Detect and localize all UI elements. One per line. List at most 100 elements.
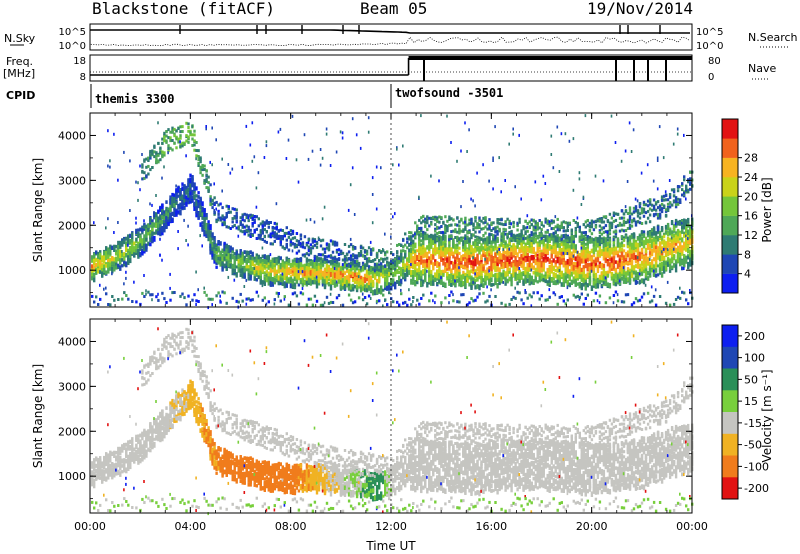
power-cell (365, 252, 369, 256)
power-cell (239, 249, 242, 255)
power-cell (494, 244, 497, 249)
power-cell (438, 245, 441, 250)
power-cell (388, 265, 391, 269)
power-cell (436, 235, 439, 239)
power-cell (163, 225, 166, 230)
power-cell (307, 263, 311, 267)
power-cell (343, 278, 347, 284)
power-cell (355, 288, 359, 293)
power-cell (213, 248, 216, 254)
power-cell (259, 236, 262, 239)
power-cell (331, 242, 335, 246)
power-cell (135, 251, 138, 255)
power-cell (233, 207, 236, 211)
power-cell (147, 164, 150, 168)
power-cell (247, 216, 250, 220)
power-cell (223, 251, 226, 255)
power-cell (211, 253, 214, 257)
power-cell (452, 218, 455, 222)
power-cell (217, 259, 220, 265)
power-cell (209, 160, 211, 164)
power-cell (213, 255, 216, 261)
power-cell (199, 211, 202, 217)
nave-tick-bot: 0 (708, 72, 714, 83)
power-cell (464, 121, 466, 125)
power-cell (307, 253, 311, 257)
power-cell (151, 166, 154, 169)
power-cell (229, 227, 232, 230)
power-cell (454, 279, 456, 283)
power-cell (241, 165, 244, 169)
power-cell (293, 245, 297, 249)
power-cell (129, 246, 132, 252)
power-cell (205, 230, 208, 234)
power-cell (410, 231, 413, 235)
power-cell (127, 234, 130, 241)
power-cell (227, 249, 230, 254)
power-cell (333, 242, 337, 246)
power-cell (369, 240, 372, 244)
power-cell (253, 256, 256, 262)
power-cell (438, 269, 441, 274)
power-cell (161, 212, 163, 216)
power-cell (221, 290, 224, 294)
power-cell (309, 248, 313, 252)
power-cell (331, 259, 335, 265)
power-cell (371, 267, 375, 271)
power-cell (341, 269, 345, 275)
power-cell (211, 251, 214, 256)
power-cell (159, 227, 162, 233)
power-cell (155, 157, 158, 161)
power-cell (275, 275, 278, 279)
power-cell (422, 233, 425, 237)
power-cell (279, 236, 282, 240)
power-cell (175, 135, 178, 139)
power-cell (323, 258, 327, 264)
power-cell (432, 215, 435, 219)
power-cell (299, 279, 303, 285)
power-cell (444, 234, 447, 238)
power-cell (373, 263, 377, 266)
power-cell (452, 299, 455, 303)
power-cell (375, 299, 379, 303)
power-cell (135, 237, 138, 242)
power-cell (365, 282, 369, 287)
power-cell (277, 229, 280, 233)
power-cell (400, 244, 403, 247)
power-cell (115, 252, 118, 256)
power-cell (424, 252, 427, 258)
power-cell (564, 132, 567, 136)
power-cell (301, 241, 305, 245)
power-cell (406, 258, 409, 262)
power-cell (365, 257, 369, 261)
power-cell (131, 239, 134, 244)
power-cell (392, 261, 395, 267)
power-cell (542, 265, 545, 269)
power-cell (275, 202, 278, 206)
power-cell (229, 253, 232, 260)
power-cell (321, 217, 324, 221)
power-cell (123, 256, 126, 262)
power-cell (446, 227, 449, 231)
power-cell (191, 125, 193, 129)
power-cell (141, 250, 144, 256)
power-cell (380, 285, 383, 291)
power-cell (115, 244, 118, 249)
power-cell (239, 265, 242, 272)
power-cell (283, 297, 286, 301)
power-cell (115, 264, 118, 270)
power-cell (474, 204, 476, 208)
power-cell (135, 248, 138, 253)
power-cell (179, 134, 182, 138)
power-cell (313, 238, 317, 242)
power-cell (380, 266, 383, 273)
power-cell (562, 251, 565, 255)
power-cell (163, 151, 166, 155)
power-cell (257, 233, 260, 237)
power-cell (325, 242, 329, 246)
power-cell (169, 146, 172, 150)
power-cell (169, 216, 172, 222)
power-cell (343, 255, 347, 258)
power-cell (187, 135, 190, 139)
power-cell (343, 243, 347, 246)
